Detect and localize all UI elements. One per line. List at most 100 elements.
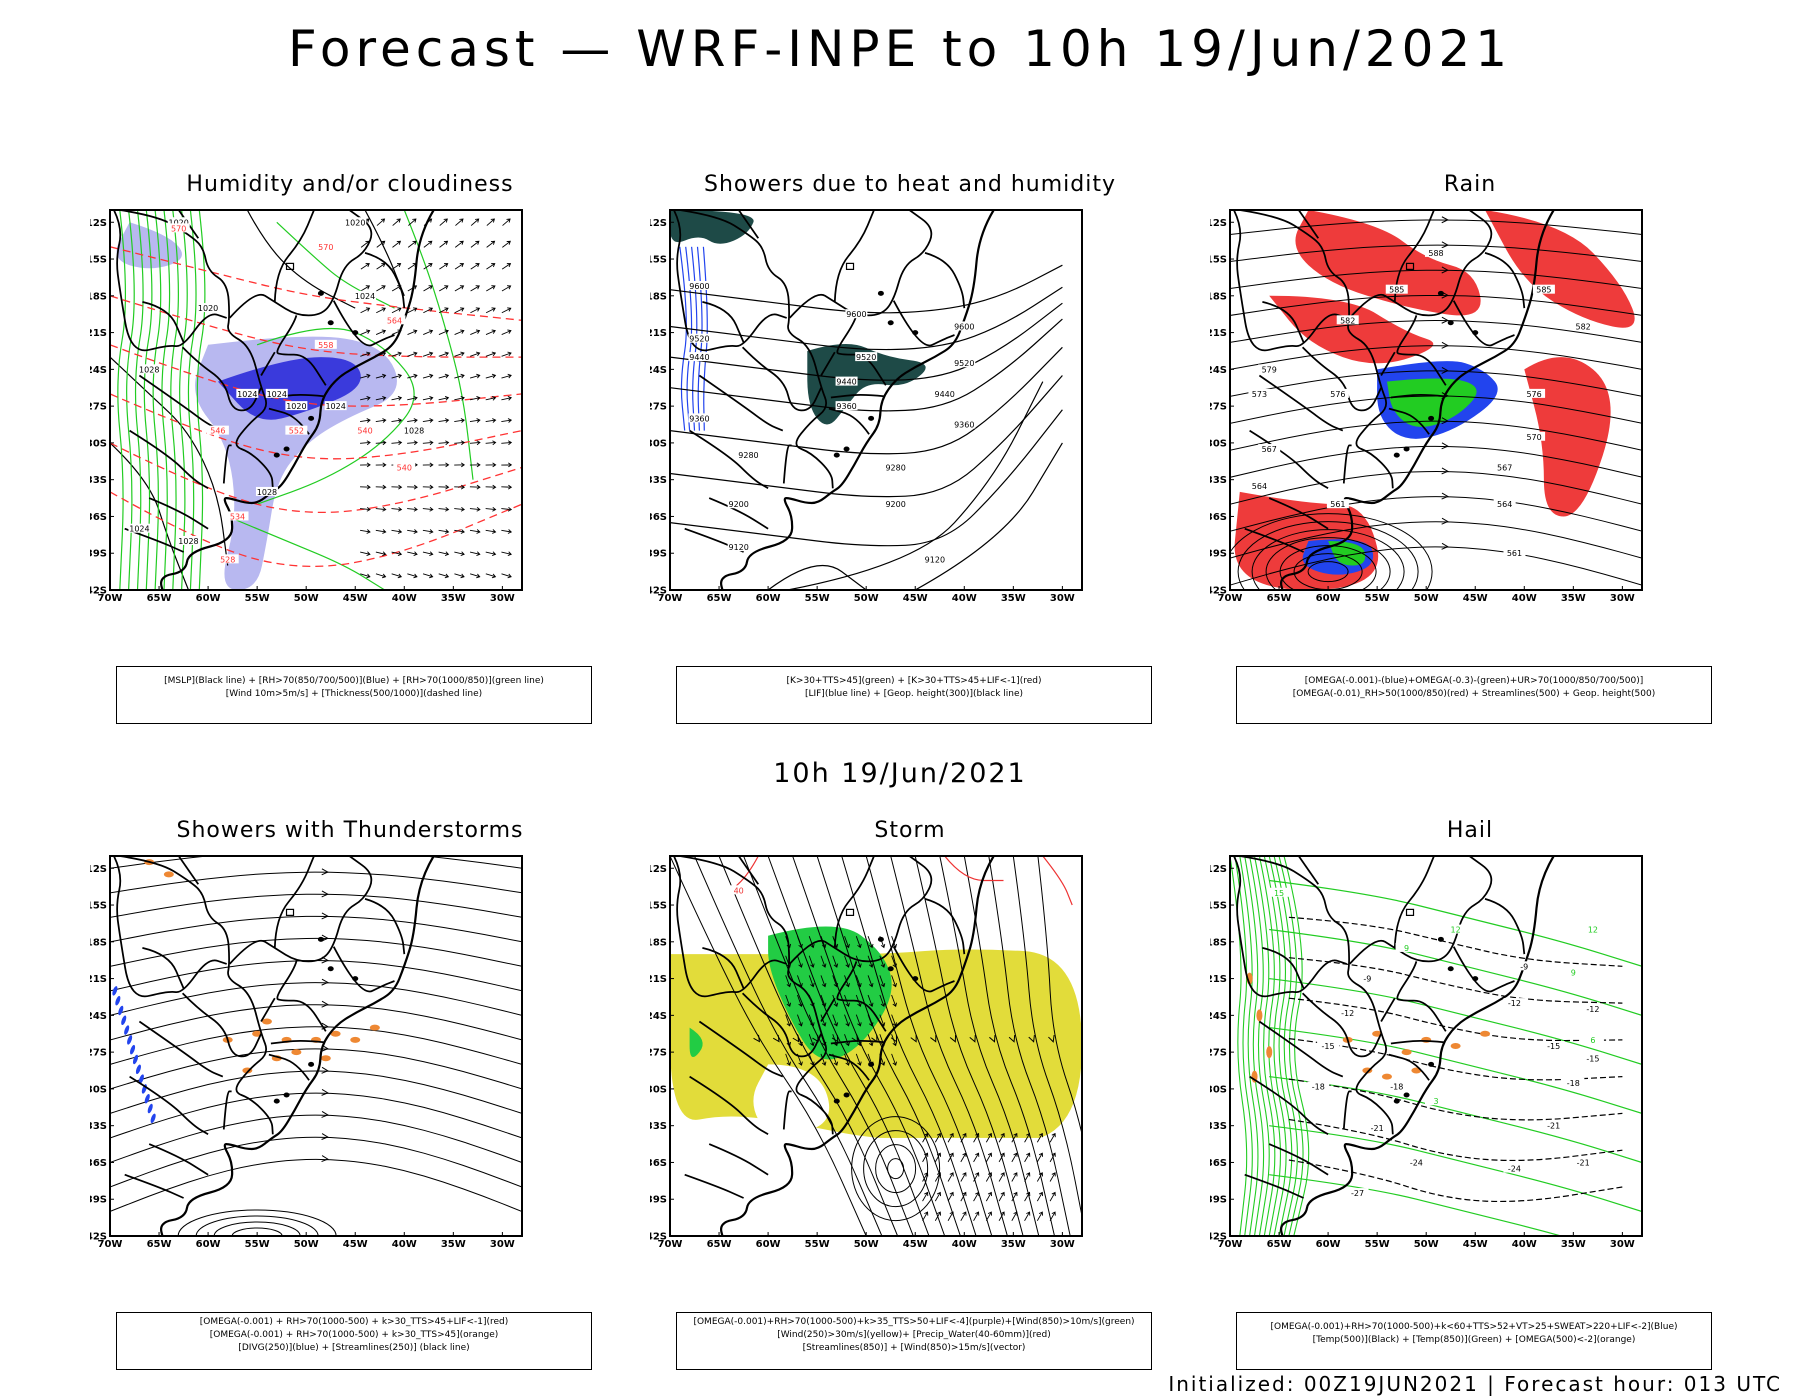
map-axes: 12S 15S 18S 21S 24S 27S 30S 33S 36S 39S 42S70W 65W 6…: [90, 864, 515, 1250]
wind-vector: [469, 506, 481, 512]
wind-vector: [879, 975, 886, 988]
mslp-contour: [364, 210, 405, 297]
wind-vector: [501, 418, 513, 423]
political-border: [1393, 210, 1435, 302]
lat-label: 27S: [90, 1048, 107, 1059]
wind-vector: [832, 1014, 839, 1027]
political-border: [1239, 856, 1394, 1135]
wind-vector: [1011, 1191, 1018, 1202]
thickness-contour: [110, 246, 522, 321]
lat-label: 39S: [90, 549, 107, 560]
streamline: [1230, 496, 1642, 532]
political-border: [673, 856, 787, 998]
wind-vector: [423, 329, 434, 335]
cyclone-streamline: [1279, 545, 1377, 590]
wind-vector: [1011, 1172, 1018, 1182]
legend-line: [Temp(500)](Black) + [Temp(850)](Green) …: [1312, 1335, 1636, 1345]
reservoir: [833, 1098, 840, 1104]
panel-title: Humidity and/or cloudiness: [186, 172, 514, 197]
wind-vector: [376, 240, 386, 248]
wind-vector: [785, 994, 792, 1008]
political-border: [1239, 210, 1394, 489]
lat-label: 36S: [650, 1158, 667, 1169]
map-axes: 12S 15S 18S 21S 24S 27S 30S 33S 36S 39S 42S70W 65W 6…: [650, 218, 1075, 604]
wind-vector: [469, 551, 481, 557]
political-border: [1349, 210, 1493, 319]
wind-vector: [470, 240, 480, 248]
wind-vector: [486, 263, 496, 270]
reservoir: [868, 1061, 875, 1067]
wind-vector: [960, 1191, 967, 1202]
contour-label-bg: [1572, 321, 1595, 331]
lon-label: 55W: [805, 593, 830, 604]
contour-label: -21: [1577, 1158, 1590, 1167]
wind-vector: [797, 994, 803, 1008]
contour-label-bg: [393, 462, 416, 472]
wind-vector: [832, 994, 839, 1008]
contour-label-bg: [167, 223, 190, 233]
wind-vector: [360, 395, 371, 401]
lon-label: 70W: [1218, 593, 1243, 604]
wind-vector: [998, 1211, 1005, 1221]
wind-vector: [855, 975, 862, 988]
wind850-green-fill: [689, 1027, 703, 1058]
lat-label: 33S: [650, 1121, 667, 1132]
stream-arrow: [1441, 216, 1449, 224]
wind-vector: [844, 955, 850, 968]
temp500-black: [1288, 1038, 1623, 1081]
streamline: [110, 871, 522, 894]
divergence-blue: [121, 1015, 127, 1026]
contour-label-bg: [1572, 1157, 1595, 1167]
panel-legend: [OMEGA(-0.001)+RH>70(1000-500)+k>35_TTS>…: [676, 1312, 1152, 1370]
wind-vector: [423, 263, 433, 270]
political-border: [1244, 1173, 1304, 1199]
map-layers: -9 -9 -12 -12 -12 -15 -15 -15 -18 -18 -18 -21 -21 -21…: [1230, 856, 1642, 1236]
coastline: [720, 856, 995, 1236]
stream-arrow: [321, 1066, 329, 1074]
wind-vector: [423, 240, 433, 248]
contour-label: 552: [289, 427, 304, 436]
wind-vector: [375, 462, 387, 468]
wind-vector: [360, 440, 371, 446]
wind-vector: [934, 1172, 941, 1182]
wind-vector: [439, 240, 449, 248]
political-border: [1262, 947, 1305, 989]
geop-height-contour: [670, 409, 1063, 547]
political-border: [698, 1020, 784, 1078]
panel-title: Storm: [874, 818, 946, 843]
streamline: [1230, 521, 1642, 559]
political-border: [789, 856, 933, 965]
lat-label: 15S: [90, 255, 107, 266]
contour-label: 9200: [728, 500, 748, 509]
omega500-orange: [1480, 1030, 1491, 1037]
contour-label-bg: [128, 523, 151, 533]
wind-vector: [391, 573, 403, 579]
contour-label: -12: [1586, 1005, 1599, 1014]
political-border: [828, 407, 870, 435]
lon-label: 65W: [147, 1239, 172, 1250]
convection-orange: [320, 1055, 331, 1062]
wind-vector: [867, 1014, 874, 1027]
temp850-green: [1244, 856, 1265, 1236]
wind-vector: [392, 218, 401, 226]
political-border: [142, 301, 185, 343]
wind-vector: [454, 462, 466, 468]
map-layers: 588 585 585 582 582 579 576 576 573 570 567 567 564 5…: [1230, 210, 1642, 590]
wind-vector: [855, 1014, 862, 1027]
political-border: [113, 856, 227, 998]
contour-label: -18: [1390, 1082, 1403, 1091]
legend-line: [LIF](blue line) + [Geop. height(300)](b…: [804, 689, 1024, 699]
wind-vector: [1036, 1211, 1044, 1221]
contour-label: 567: [1497, 463, 1512, 472]
streamline: [110, 1158, 522, 1213]
political-border: [332, 946, 395, 993]
map-bg: [1230, 856, 1642, 1236]
political-border: [1390, 394, 1444, 399]
contour-label-bg: [383, 315, 406, 325]
political-border: [268, 1053, 310, 1081]
contour-label-bg: [314, 339, 337, 349]
stream-arrow: [1441, 341, 1449, 349]
wind-vector: [922, 1191, 929, 1202]
contour-label-bg: [835, 401, 858, 411]
wind-vector: [820, 994, 827, 1008]
